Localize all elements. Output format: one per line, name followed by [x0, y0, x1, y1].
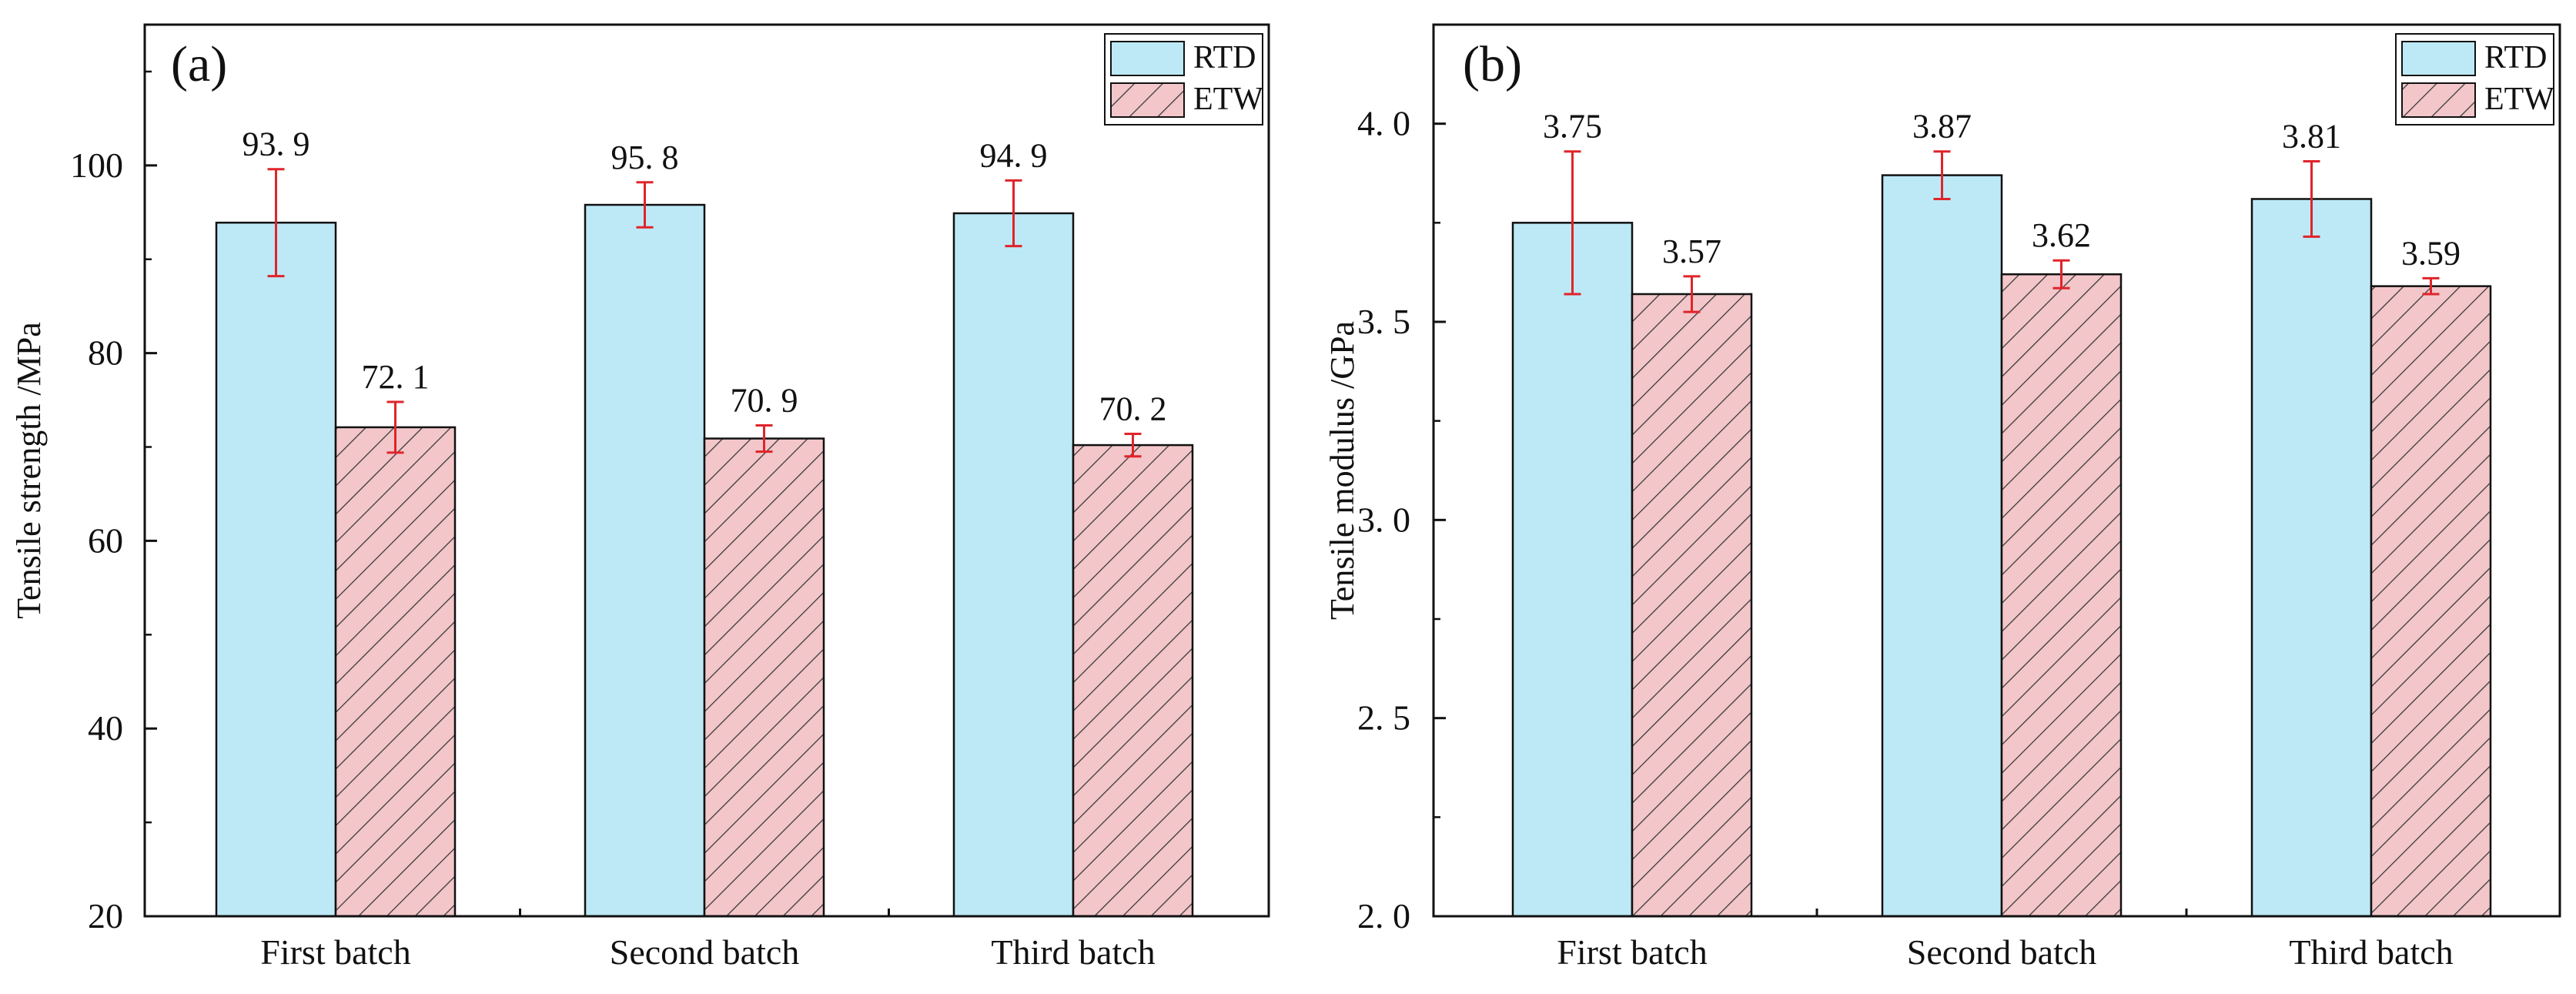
- x-tick-label: Second batch: [610, 932, 800, 972]
- legend-swatch-etw: [2401, 82, 2476, 118]
- bar-rtd-3: [2250, 198, 2373, 918]
- y-tick-label: 2. 0: [1357, 896, 1410, 935]
- bar-etw-2: [703, 437, 825, 918]
- data-label-etw-3: 3.59: [2401, 234, 2461, 272]
- legend-swatch-rtd: [1110, 41, 1185, 76]
- plot-frame: [1432, 23, 2561, 918]
- panel-label: (b): [1463, 36, 1522, 92]
- y-tick-label: 3. 0: [1357, 500, 1410, 539]
- y-tick-label: 20: [88, 896, 123, 935]
- bar-rtd-2: [584, 203, 706, 918]
- bar-etw-3: [1072, 443, 1194, 918]
- y-tick-label: 100: [70, 146, 123, 185]
- y-axis-title: Tensile strength /MPa: [10, 322, 48, 619]
- data-label-rtd-3: 94. 9: [980, 136, 1048, 174]
- legend-swatch-etw: [1110, 82, 1185, 118]
- plot-frame: [143, 23, 1270, 918]
- legend-label-etw: ETW: [2484, 82, 2554, 117]
- bar-etw-2: [2000, 273, 2123, 918]
- legend-swatch-rtd: [2401, 41, 2476, 76]
- legend-label-rtd: RTD: [1193, 40, 1256, 75]
- x-tick-label: First batch: [260, 932, 410, 972]
- y-tick-label: 40: [88, 708, 123, 748]
- bar-etw-1: [1631, 293, 1753, 918]
- data-label-rtd-1: 3.75: [1543, 108, 1602, 146]
- y-tick-label: 3. 5: [1357, 302, 1410, 341]
- data-label-rtd-1: 93. 9: [243, 126, 310, 163]
- x-tick-label: First batch: [1557, 932, 1707, 972]
- bar-etw-1: [334, 426, 457, 918]
- y-tick-label: 4. 0: [1357, 104, 1410, 143]
- data-label-rtd-2: 3.87: [1912, 108, 1972, 146]
- bar-etw-3: [2370, 285, 2492, 918]
- x-tick-label: Second batch: [1907, 932, 2097, 972]
- legend-label-etw: ETW: [1193, 82, 1263, 117]
- data-label-rtd-3: 3.81: [2282, 118, 2341, 156]
- bar-rtd-2: [1881, 174, 2003, 918]
- y-tick-label: 2. 5: [1357, 698, 1410, 738]
- bar-rtd-3: [952, 212, 1075, 918]
- data-label-rtd-2: 95. 8: [611, 139, 679, 176]
- panel-a-tensile-strength: 93. 9 95. 8 94. 9 72. 1 70. 9 70. 2 20 40 60 80 10…: [10, 23, 1270, 972]
- bar-rtd-1: [1511, 222, 1634, 918]
- data-label-etw-2: 3.62: [2032, 216, 2091, 254]
- x-tick-label: Third batch: [2289, 932, 2453, 972]
- data-label-etw-2: 70. 9: [731, 381, 798, 419]
- data-label-etw-3: 70. 2: [1099, 390, 1167, 427]
- y-tick-label: 60: [88, 520, 123, 560]
- x-tick-label: Third batch: [991, 932, 1155, 972]
- legend-label-rtd: RTD: [2484, 40, 2547, 75]
- y-tick-label: 80: [88, 333, 123, 373]
- y-axis-title: Tensile modulus /GPa: [1323, 321, 1361, 620]
- data-label-etw-1: 3.57: [1662, 233, 1721, 270]
- panel-label: (a): [171, 36, 227, 92]
- panel-b-tensile-modulus: 3.75 3.87 3.81 3.57 3.62 3.59 2. 0 2. 5 3. 0 3. 5…: [1323, 23, 2561, 972]
- bar-rtd-1: [215, 221, 337, 918]
- data-label-etw-1: 72. 1: [362, 358, 430, 396]
